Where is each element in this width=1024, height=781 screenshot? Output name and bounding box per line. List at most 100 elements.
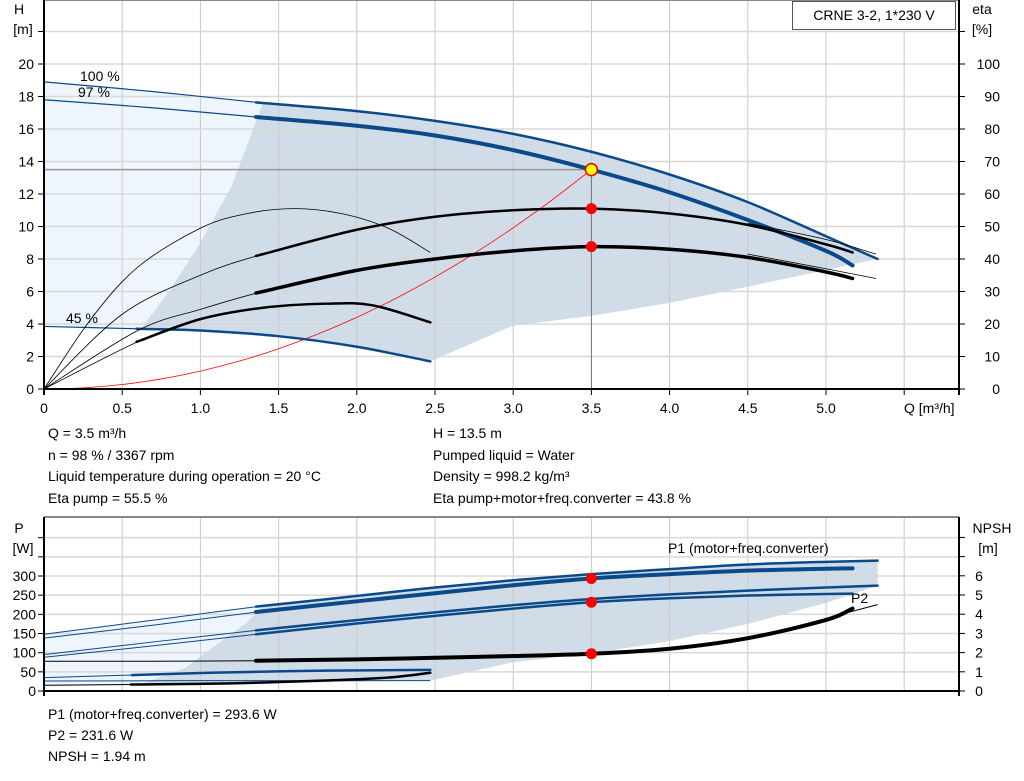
- y-tick-label: 12: [18, 186, 34, 202]
- operating-range-fill-power: [137, 560, 878, 686]
- y2-tick-label: 70: [984, 154, 1000, 170]
- npsh-curve-thick-6: [254, 606, 855, 663]
- extended-range-fill: [44, 81, 263, 329]
- y2-tick-label: 100: [977, 56, 1001, 72]
- eta-curve-thick-4: [254, 207, 854, 258]
- info-p1: P1 (motor+freq.converter) = 293.6 W: [48, 706, 277, 722]
- y2-tick-label: 3: [975, 625, 983, 641]
- x-tick-label: 1.0: [191, 400, 211, 416]
- y-axis-label: H: [14, 1, 24, 17]
- info-speed: n = 98 % / 3367 rpm: [48, 447, 175, 463]
- y2-tick-label: 30: [984, 284, 1000, 300]
- info-eta-pump: Eta pump = 55.5 %: [48, 490, 168, 506]
- y-tick-label: 10: [18, 219, 34, 235]
- y-tick-label: 0: [26, 381, 34, 397]
- y2-tick-label: 10: [984, 349, 1000, 365]
- power-curve-thick-2: [254, 584, 879, 632]
- x-tick-label: 1.5: [269, 400, 289, 416]
- y-tick-label: 14: [18, 154, 34, 170]
- y-axis-unit: [m]: [13, 21, 32, 37]
- y-tick-label: 20: [18, 56, 34, 72]
- x-tick-label: 4.0: [660, 400, 680, 416]
- eta-curve-5: [747, 222, 877, 255]
- x-tick-label: 0: [40, 400, 48, 416]
- y-tick-label: 150: [13, 626, 37, 642]
- curve-label-100: 100 %: [80, 68, 120, 84]
- x-tick-label: 3.0: [503, 400, 523, 416]
- y2-axis-unit: [m]: [978, 540, 997, 556]
- y2-tick-label: 5: [975, 587, 983, 603]
- x-tick-label: 3.5: [582, 400, 602, 416]
- x-tick-label: 2.0: [347, 400, 367, 416]
- info-liquid: Pumped liquid = Water: [433, 447, 575, 463]
- y-tick-label: 2: [26, 349, 34, 365]
- x-axis-label: Q [m³/h]: [904, 400, 955, 416]
- x-tick-label: 0.5: [112, 400, 132, 416]
- operating-range-fill: [140, 103, 878, 362]
- curve-label-97: 97 %: [78, 84, 110, 100]
- head-curve-thick-0: [254, 101, 879, 261]
- y2-tick-label: 2: [975, 645, 983, 661]
- y2-tick-label: 20: [984, 316, 1000, 332]
- eta-curve-7: [747, 253, 877, 279]
- y2-axis-unit: [%]: [972, 21, 992, 37]
- y-tick-label: 0: [28, 683, 36, 699]
- operating-marker: [585, 572, 597, 584]
- eta-curve-3: [43, 208, 431, 390]
- y2-tick-label: 40: [984, 251, 1000, 267]
- operating-marker: [585, 648, 597, 660]
- info-h: H = 13.5 m: [433, 425, 502, 441]
- extended-range-fill-power: [44, 605, 263, 688]
- power-curve-thick-1: [254, 566, 855, 615]
- y2-tick-label: 6: [975, 568, 983, 584]
- p2-curve-label: P2: [851, 590, 868, 606]
- operating-marker: [585, 203, 597, 215]
- npsh-curve-7: [794, 604, 878, 629]
- y-tick-label: 4: [26, 316, 34, 332]
- operating-marker: [585, 596, 597, 608]
- y-tick-label: 50: [20, 664, 36, 680]
- y-axis-unit: [W]: [13, 540, 34, 556]
- eta-curve-thick-6: [254, 244, 855, 295]
- y-tick-label: 18: [18, 89, 34, 105]
- y-tick-label: 300: [13, 568, 37, 584]
- pump-title-box: CRNE 3-2, 1*230 V: [792, 1, 956, 30]
- y2-axis-label: eta: [972, 1, 992, 17]
- info-density: Density = 998.2 kg/m³: [433, 468, 570, 484]
- info-npsh: NPSH = 1.94 m: [48, 748, 146, 764]
- power-curve-thick-3: [254, 592, 854, 636]
- info-p2: P2 = 231.6 W: [48, 727, 134, 743]
- duty-point: [584, 162, 599, 177]
- eta-curve-thick-8: [135, 301, 432, 344]
- y2-tick-label: 80: [984, 121, 1000, 137]
- y2-tick-label: 60: [984, 186, 1000, 202]
- y-tick-label: 100: [13, 645, 37, 661]
- y-axis-label: P: [14, 520, 23, 536]
- power-curve-thick-0: [254, 559, 879, 608]
- power-curve-thick-4: [130, 668, 432, 677]
- curve-label-45: 45 %: [66, 310, 98, 326]
- info-q: Q = 3.5 m³/h: [48, 425, 127, 441]
- y2-tick-label: 1: [975, 664, 983, 680]
- y2-tick-label: 50: [984, 219, 1000, 235]
- y-tick-label: 250: [13, 587, 37, 603]
- info-liquid-temp: Liquid temperature during operation = 20…: [48, 468, 321, 484]
- info-eta-total: Eta pump+motor+freq.converter = 43.8 %: [433, 490, 691, 506]
- y2-tick-label: 0: [975, 683, 983, 699]
- x-tick-label: 5.0: [816, 400, 836, 416]
- y-tick-label: 6: [26, 284, 34, 300]
- system-curve: [43, 169, 592, 390]
- y2-tick-label: 4: [975, 606, 983, 622]
- y2-tick-label: 90: [984, 89, 1000, 105]
- x-tick-label: 4.5: [738, 400, 758, 416]
- y2-axis-label: NPSH: [973, 520, 1012, 536]
- y-tick-label: 200: [13, 606, 37, 622]
- npsh-curve-thick-8: [129, 671, 432, 686]
- y-tick-label: 8: [26, 251, 34, 267]
- x-tick-label: 2.5: [425, 400, 445, 416]
- p1-curve-label: P1 (motor+freq.converter): [668, 540, 829, 556]
- y2-tick-label: 0: [992, 381, 1000, 397]
- operating-marker: [585, 241, 597, 253]
- y-tick-label: 16: [18, 121, 34, 137]
